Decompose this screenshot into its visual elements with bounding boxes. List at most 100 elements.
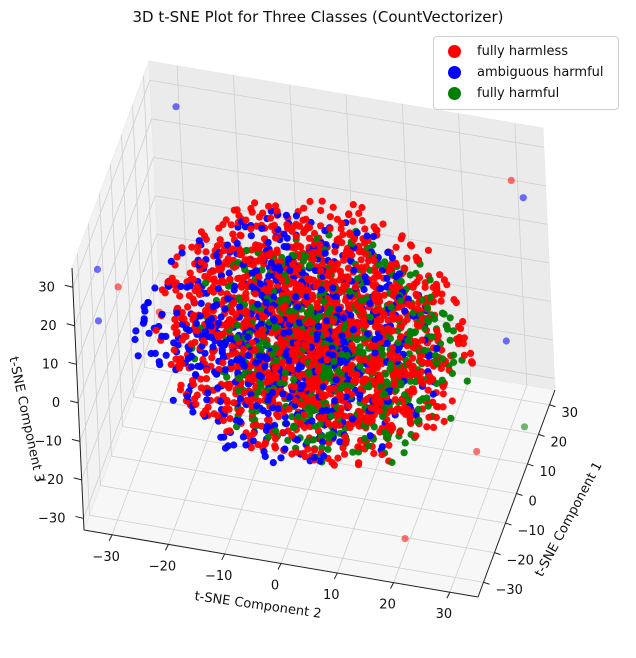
scatter-point [191, 299, 199, 307]
scatter-point [317, 206, 325, 215]
scatter-point [329, 351, 337, 359]
grid-line [74, 118, 153, 326]
scatter-point [306, 275, 314, 283]
scatter-point [446, 336, 454, 344]
scatter-point [114, 283, 122, 291]
grid-line [79, 234, 158, 442]
scatter-point [314, 367, 322, 375]
scatter-point [271, 421, 279, 430]
scatter-point [308, 319, 317, 327]
scatter-point [348, 415, 356, 423]
scatter-point [400, 449, 408, 457]
scatter-point [507, 176, 515, 184]
scatter-point [227, 359, 235, 367]
scatter-point [264, 371, 272, 379]
scatter-point [384, 248, 392, 256]
scatter-point [365, 257, 373, 265]
y-tick-label: −20 [149, 559, 176, 574]
scatter-point [423, 316, 432, 324]
scatter-point [318, 197, 326, 205]
scatter-point [269, 350, 277, 358]
scatter-point [341, 450, 349, 458]
scatter-point [241, 223, 249, 231]
y-tick [390, 582, 395, 589]
scatter-point [315, 240, 323, 248]
scatter-point [161, 289, 169, 297]
scatter-point [238, 280, 246, 288]
scatter-point [437, 364, 445, 372]
scatter-point [282, 211, 290, 219]
scatter-point [316, 457, 324, 465]
scatter-point [367, 360, 375, 368]
z-tick-label: −20 [36, 473, 63, 488]
scatter-point [173, 253, 181, 261]
scatter-point [342, 439, 350, 447]
scatter-point [361, 315, 369, 323]
scatter-point [286, 393, 294, 401]
scatter-point [199, 337, 208, 345]
scatter-point [369, 233, 377, 241]
scatter-point [292, 293, 300, 301]
scatter-point [228, 245, 236, 253]
scatter-point [424, 246, 432, 254]
scatter-point [286, 266, 294, 274]
scatter-point [412, 369, 420, 377]
scatter-point [292, 220, 300, 228]
scatter-point [220, 433, 228, 441]
scatter-point [319, 438, 327, 446]
scatter-point [413, 278, 421, 286]
scatter-point [201, 279, 210, 287]
scatter-point [299, 449, 307, 458]
scatter-point [359, 378, 368, 386]
scatter-point [304, 286, 312, 294]
scatter-point [288, 348, 296, 356]
scatter-point [192, 400, 200, 408]
scatter-point [259, 332, 268, 340]
scatter-point [194, 362, 202, 370]
scatter-point [439, 403, 447, 411]
scatter-point [408, 301, 416, 309]
scatter-point [214, 384, 222, 392]
scatter-point [315, 346, 323, 354]
scatter-point [265, 272, 273, 280]
y-tick-label: 20 [379, 598, 396, 613]
scatter-point [155, 358, 163, 366]
scatter-point [314, 303, 322, 312]
scatter-point [240, 274, 248, 282]
scatter-point [173, 309, 181, 317]
scatter-point [421, 325, 429, 333]
scatter-point [311, 266, 319, 275]
scatter-point [426, 276, 434, 284]
scatter-point [357, 256, 365, 264]
scatter-point [257, 280, 265, 288]
scatter-point [266, 214, 275, 222]
scatter-point [201, 328, 209, 336]
scatter-point [401, 307, 409, 315]
y-tick [277, 563, 282, 570]
scatter-point [233, 321, 241, 329]
scatter-point [294, 265, 302, 273]
scatter-point [185, 345, 193, 353]
scatter-point [378, 451, 386, 459]
scatter-point [270, 221, 278, 229]
scatter-point [152, 326, 160, 334]
scatter-point [268, 389, 277, 397]
scatter-point [251, 290, 259, 298]
scatter-point [370, 423, 378, 431]
scatter-point [341, 412, 349, 420]
scatter-point [241, 256, 249, 264]
scatter-point [317, 432, 325, 440]
legend-label: fully harmful [477, 86, 560, 101]
scatter-point [425, 413, 433, 421]
scatter-point [448, 397, 456, 405]
grid-line [401, 104, 415, 367]
scatter-point [199, 410, 207, 418]
scatter-point [225, 405, 233, 413]
scatter-point [406, 377, 414, 385]
scatter-point [355, 248, 363, 256]
scatter-point [261, 452, 269, 460]
scatter-point [309, 360, 317, 368]
scatter-point [358, 217, 366, 225]
scatter-point [261, 362, 269, 370]
scatter-point [290, 424, 298, 432]
